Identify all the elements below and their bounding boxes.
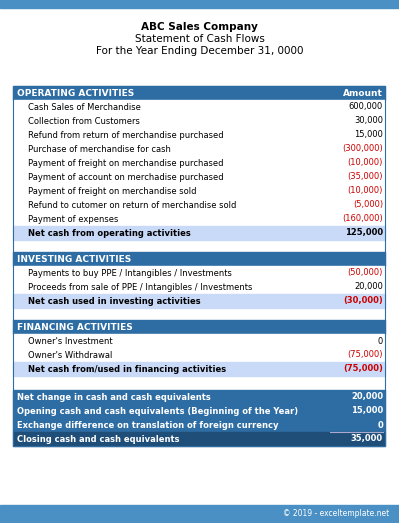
Text: Statement of Cash Flows: Statement of Cash Flows: [134, 34, 265, 44]
Text: Net cash from/used in financing activities: Net cash from/used in financing activiti…: [28, 365, 226, 373]
Bar: [13, 348, 385, 362]
Bar: [13, 320, 385, 334]
Text: Exchange difference on translation of foreign currency: Exchange difference on translation of fo…: [17, 420, 279, 429]
Text: (75,000): (75,000): [348, 350, 383, 359]
Bar: [13, 156, 385, 170]
Text: 30,000: 30,000: [354, 117, 383, 126]
Text: 0: 0: [378, 336, 383, 346]
Text: (30,000): (30,000): [343, 297, 383, 305]
Text: Payment of expenses: Payment of expenses: [28, 214, 119, 223]
Text: 15,000: 15,000: [351, 406, 383, 415]
Text: (10,000): (10,000): [348, 187, 383, 196]
Bar: [0, 0, 399, 8]
Bar: [13, 170, 385, 184]
Bar: [13, 226, 385, 240]
Text: (75,000): (75,000): [343, 365, 383, 373]
Bar: [13, 266, 385, 280]
Text: Collection from Customers: Collection from Customers: [28, 117, 140, 126]
Text: (35,000): (35,000): [348, 173, 383, 181]
Bar: [13, 86, 385, 100]
Text: 20,000: 20,000: [354, 282, 383, 291]
Bar: [13, 86, 385, 446]
Text: 0: 0: [377, 420, 383, 429]
Text: 600,000: 600,000: [349, 103, 383, 111]
Text: © 2019 - exceltemplate.net: © 2019 - exceltemplate.net: [283, 509, 389, 518]
Text: Purchase of merchandise for cash: Purchase of merchandise for cash: [28, 144, 171, 153]
Text: Owner's Investment: Owner's Investment: [28, 336, 113, 346]
Text: (10,000): (10,000): [348, 158, 383, 167]
Text: Opening cash and cash equivalents (Beginning of the Year): Opening cash and cash equivalents (Begin…: [17, 406, 298, 415]
Text: OPERATING ACTIVITIES: OPERATING ACTIVITIES: [17, 88, 134, 97]
Text: Payments to buy PPE / Intangibles / Investments: Payments to buy PPE / Intangibles / Inve…: [28, 268, 232, 278]
Bar: [13, 334, 385, 348]
Bar: [0, 505, 399, 523]
Text: Cash Sales of Merchandise: Cash Sales of Merchandise: [28, 103, 141, 111]
Bar: [13, 404, 385, 418]
Text: Net cash used in investing activities: Net cash used in investing activities: [28, 297, 201, 305]
Text: 15,000: 15,000: [354, 131, 383, 140]
Bar: [13, 280, 385, 294]
Bar: [13, 362, 385, 376]
Text: (5,000): (5,000): [353, 200, 383, 210]
Text: Owner's Withdrawal: Owner's Withdrawal: [28, 350, 113, 359]
Text: (50,000): (50,000): [348, 268, 383, 278]
Text: Payment of account on merchadise purchased: Payment of account on merchadise purchas…: [28, 173, 223, 181]
Text: Net change in cash and cash equivalents: Net change in cash and cash equivalents: [17, 392, 211, 402]
Bar: [13, 114, 385, 128]
Bar: [13, 128, 385, 142]
Text: 20,000: 20,000: [351, 392, 383, 402]
Bar: [13, 212, 385, 226]
Text: INVESTING ACTIVITIES: INVESTING ACTIVITIES: [17, 255, 131, 264]
Bar: [13, 294, 385, 308]
Text: For the Year Ending December 31, 0000: For the Year Ending December 31, 0000: [96, 46, 303, 56]
Bar: [13, 252, 385, 266]
Bar: [13, 100, 385, 114]
Bar: [13, 198, 385, 212]
Text: Refund to cutomer on return of merchandise sold: Refund to cutomer on return of merchandi…: [28, 200, 236, 210]
Bar: [13, 390, 385, 404]
Bar: [13, 418, 385, 432]
Text: Payment of freight on merchandise sold: Payment of freight on merchandise sold: [28, 187, 196, 196]
Text: Payment of freight on merchandise purchased: Payment of freight on merchandise purcha…: [28, 158, 223, 167]
Text: ABC Sales Company: ABC Sales Company: [141, 22, 258, 32]
Text: 125,000: 125,000: [345, 229, 383, 237]
Text: FINANCING ACTIVITIES: FINANCING ACTIVITIES: [17, 323, 133, 332]
Text: Net cash from operating activities: Net cash from operating activities: [28, 229, 191, 237]
Bar: [13, 142, 385, 156]
Text: Closing cash and cash equivalents: Closing cash and cash equivalents: [17, 435, 180, 444]
Bar: [13, 432, 385, 446]
Text: 35,000: 35,000: [351, 435, 383, 444]
Text: Refund from return of merchandise purchased: Refund from return of merchandise purcha…: [28, 131, 223, 140]
Text: Amount: Amount: [343, 88, 383, 97]
Text: Proceeds from sale of PPE / Intangibles / Investments: Proceeds from sale of PPE / Intangibles …: [28, 282, 253, 291]
Bar: [13, 184, 385, 198]
Text: (160,000): (160,000): [342, 214, 383, 223]
Text: (300,000): (300,000): [342, 144, 383, 153]
